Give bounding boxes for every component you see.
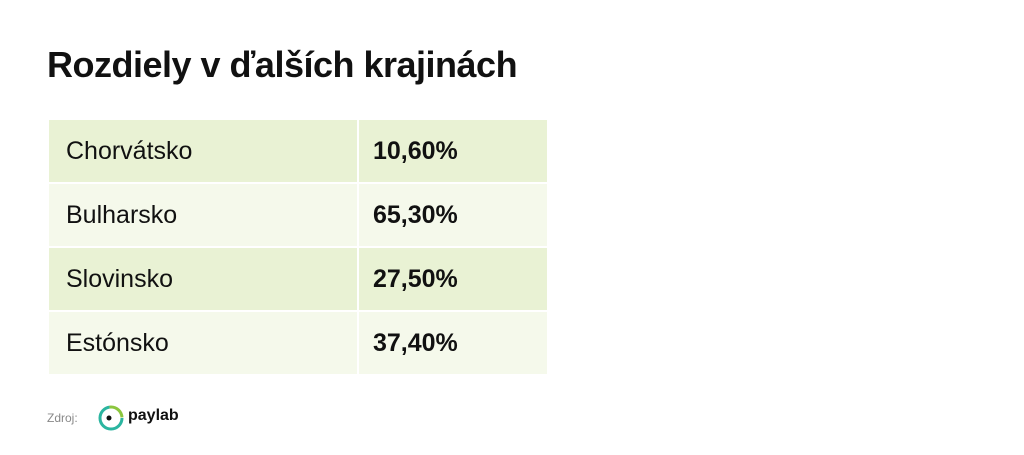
- value-cell: 10,60%: [359, 120, 547, 182]
- source-label: Zdroj:: [47, 411, 78, 425]
- logo-dot: [106, 415, 112, 421]
- country-cell: Bulharsko: [49, 184, 357, 246]
- country-cell: Chorvátsko: [49, 120, 357, 182]
- table-row: Chorvátsko 10,60%: [49, 120, 547, 182]
- table-row: Estónsko 37,40%: [49, 312, 547, 374]
- title: Rozdiely v ďalších krajinách: [47, 44, 518, 85]
- logo-icon: [98, 405, 124, 431]
- value-cell: 37,40%: [359, 312, 547, 374]
- value-cell: 27,50%: [359, 248, 547, 310]
- table-row: Slovinsko 27,50%: [49, 248, 547, 310]
- logo-ring: [98, 405, 124, 431]
- table: Chorvátsko 10,60% Bulharsko 65,30% Slovinsko…: [49, 120, 547, 376]
- country-cell: Estónsko: [49, 312, 357, 374]
- logo-ring-accent: [98, 405, 124, 431]
- logo-text: paylab: [128, 407, 179, 424]
- value-cell: 65,30%: [359, 184, 547, 246]
- table-row: Bulharsko 65,30%: [49, 184, 547, 246]
- country-cell: Slovinsko: [49, 248, 357, 310]
